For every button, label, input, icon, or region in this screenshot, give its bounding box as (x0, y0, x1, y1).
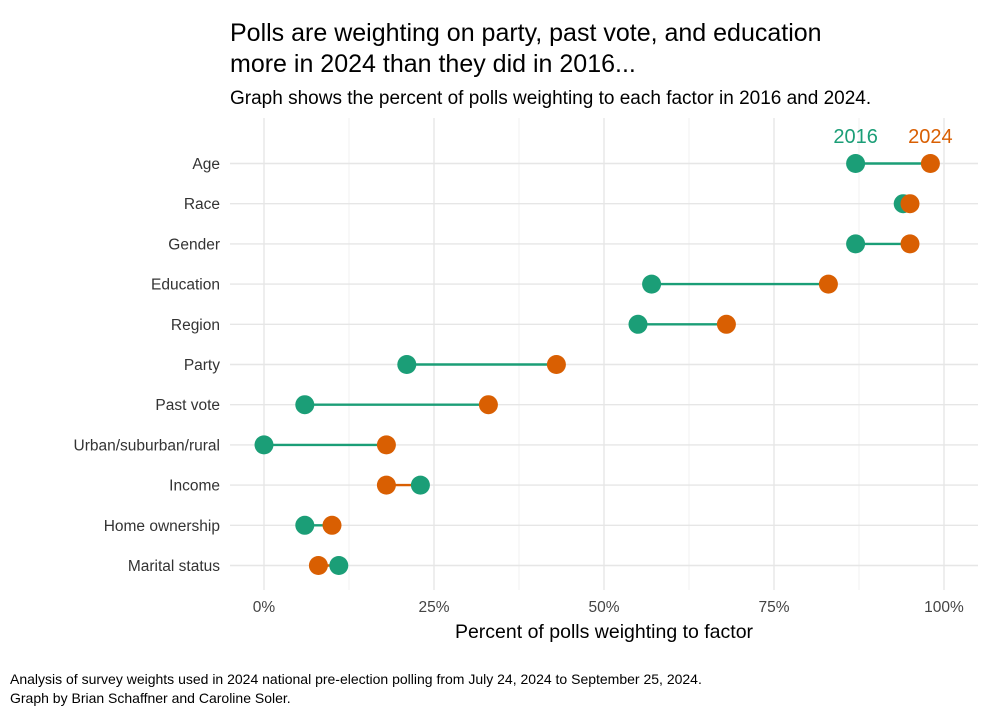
caption-line-2: Graph by Brian Schaffner and Caroline So… (10, 690, 291, 706)
point-2016 (846, 154, 866, 173)
x-axis-label: Percent of polls weighting to factor (455, 621, 754, 643)
point-2016 (846, 234, 866, 254)
category-label: Region (171, 317, 220, 334)
category-label: Party (184, 357, 220, 374)
category-label: Gender (168, 236, 220, 253)
caption-line-1: Analysis of survey weights used in 2024 … (10, 671, 702, 687)
point-2024 (546, 355, 566, 374)
category-label: Age (192, 156, 220, 173)
point-2016 (254, 435, 274, 455)
x-axis-tick-labels: 0% 25% 50% 75% 100% (253, 599, 964, 616)
x-tick-label: 75% (758, 599, 789, 616)
chart-title-line-2: more in 2024 than they did in 2016... (230, 50, 636, 78)
point-2016 (410, 475, 430, 495)
category-label: Race (184, 196, 220, 213)
point-2024 (376, 475, 396, 495)
point-2024 (900, 234, 920, 254)
y-axis-category-labels: Age Race Gender Education Region Party Past vo… (74, 156, 221, 575)
point-2016 (329, 556, 349, 575)
point-2016 (642, 274, 662, 294)
legend-label-2024: 2024 (908, 126, 953, 148)
chart-title-line-1: Polls are weighting on party, past vote,… (230, 19, 822, 47)
point-2024 (920, 154, 940, 173)
chart-subtitle: Graph shows the percent of polls weighti… (230, 88, 871, 109)
category-label: Income (169, 478, 220, 495)
x-tick-label: 25% (418, 599, 449, 616)
x-tick-label: 50% (588, 599, 619, 616)
category-label: Home ownership (104, 518, 220, 535)
grid-lines (230, 118, 978, 590)
point-2024 (900, 194, 920, 214)
point-2024 (478, 395, 498, 415)
point-2024 (308, 556, 328, 575)
category-label: Urban/suburban/rural (74, 437, 220, 454)
point-2024 (818, 274, 838, 294)
x-tick-label: 100% (924, 599, 964, 616)
point-2024 (322, 515, 342, 535)
point-2016 (295, 395, 315, 415)
category-label: Education (151, 277, 220, 294)
category-label: Marital status (128, 558, 220, 575)
category-label: Past vote (155, 397, 220, 414)
point-2024 (716, 314, 736, 334)
point-2016 (295, 515, 315, 535)
point-2024 (376, 435, 396, 455)
data-points (254, 154, 940, 575)
point-2016 (397, 355, 417, 374)
point-2016 (628, 314, 648, 334)
legend-label-2016: 2016 (833, 126, 878, 148)
x-tick-label: 0% (253, 599, 276, 616)
